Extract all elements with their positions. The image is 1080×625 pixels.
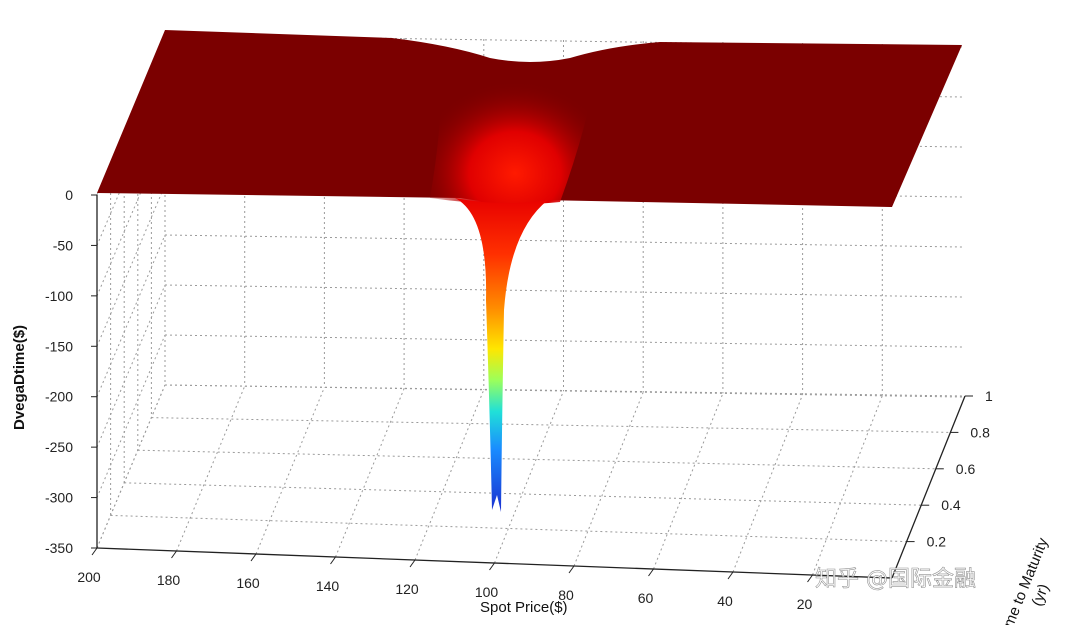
z-tick-label: -250 — [45, 439, 73, 455]
x-tick-label: 20 — [797, 596, 813, 612]
grid-line — [414, 389, 485, 561]
grid-line — [137, 449, 936, 470]
y-tick-label: 1 — [985, 388, 993, 404]
x-tick-mark — [568, 565, 575, 574]
grid-line — [732, 394, 804, 573]
grid-line — [653, 393, 724, 570]
x-tick-label: 200 — [77, 569, 101, 585]
x-tick-label: 80 — [558, 587, 574, 603]
y-tick-label: 0.6 — [956, 461, 976, 477]
z-tick-label: -150 — [45, 338, 73, 354]
x-axis-title: Spot Price($) — [480, 599, 568, 616]
z-tick-label: -50 — [53, 237, 73, 253]
y-tick-label: 0.8 — [970, 424, 990, 440]
x-tick-mark — [330, 556, 336, 565]
x-tick-label: 60 — [638, 590, 654, 606]
grid-line — [96, 284, 166, 448]
watermark-text: 知乎 @国际金融 — [815, 567, 976, 592]
grid-line — [176, 386, 246, 552]
y-axis-title: Time to Maturity(yr) — [996, 535, 1069, 625]
grid-line — [255, 387, 325, 555]
x-tick-mark — [250, 553, 257, 562]
grid-line — [124, 482, 922, 506]
z-axis-title: DvegaDtime($) — [11, 325, 28, 430]
surface-valley-shading — [430, 50, 600, 205]
grid-lines — [96, 34, 966, 576]
grid-line — [110, 514, 907, 543]
z-tick-label: -200 — [45, 389, 73, 405]
x-tick-label: 100 — [475, 584, 499, 600]
y-axis-line — [891, 395, 966, 579]
x-tick-label: 160 — [236, 575, 260, 591]
surface-spike — [455, 198, 548, 512]
y-axis-title-line: Time to Maturity — [996, 535, 1052, 625]
grid-line — [164, 384, 966, 397]
x-tick-label: 180 — [157, 572, 181, 588]
grid-line — [96, 184, 166, 347]
x-tick-mark — [807, 574, 813, 583]
grid-line — [335, 388, 405, 558]
x-tick-label: 120 — [395, 581, 419, 597]
x-tick-label: 140 — [316, 578, 340, 594]
x-tick-mark — [727, 571, 734, 580]
y-tick-label: 0.4 — [941, 497, 961, 513]
surface-plot — [97, 30, 962, 512]
x-tick-mark — [91, 547, 98, 556]
x-tick-label: 40 — [717, 593, 733, 609]
grid-line — [96, 384, 166, 549]
z-axis-ticks: 0 -50 -100 -150 -200 -250 -300 -350 — [45, 187, 97, 556]
z-tick-label: -300 — [45, 490, 73, 506]
z-tick-label: -350 — [45, 540, 73, 556]
x-tick-mark — [409, 559, 416, 568]
grid-line — [96, 334, 166, 498]
x-tick-mark — [648, 568, 654, 577]
x-tick-mark — [489, 562, 495, 571]
y-axis-ticks: 0.2 0.4 0.6 0.8 1 — [906, 388, 993, 550]
axis-lines — [96, 195, 966, 579]
grid-line — [812, 395, 883, 576]
grid-line — [151, 417, 951, 433]
y-tick-label: 0.2 — [927, 534, 947, 550]
z-tick-label: 0 — [65, 187, 73, 203]
grid-line — [494, 390, 564, 564]
z-tick-label: -100 — [45, 288, 73, 304]
grid-line — [573, 392, 644, 567]
x-tick-mark — [171, 550, 177, 559]
x-axis-ticks: 200 180 160 140 120 100 80 60 40 20 — [77, 547, 813, 612]
grid-line — [96, 234, 166, 397]
